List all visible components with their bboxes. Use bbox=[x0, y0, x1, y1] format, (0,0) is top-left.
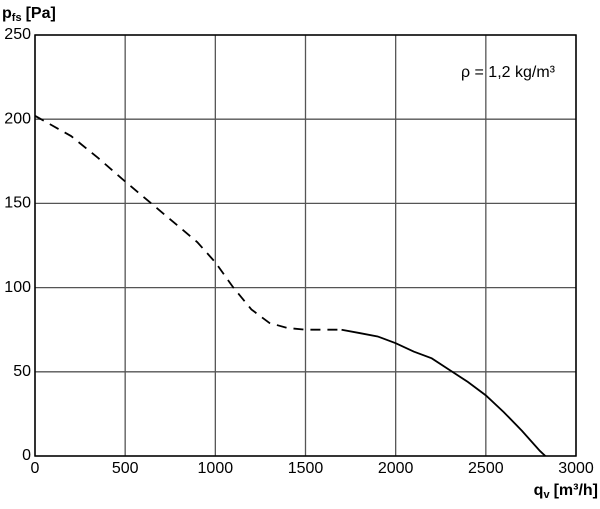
x-label-main: q bbox=[534, 482, 544, 499]
x-tick-label: 500 bbox=[112, 460, 139, 477]
curve bbox=[34, 115, 342, 331]
plot-frame bbox=[34, 34, 577, 457]
x-tick-label: 2500 bbox=[468, 460, 504, 477]
y-tick-label: 200 bbox=[4, 110, 31, 127]
x-tick-label: 3000 bbox=[558, 460, 594, 477]
annotation: ρ = 1,2 kg/m³ bbox=[461, 64, 556, 81]
x-label-sub: v bbox=[543, 489, 550, 501]
y-axis-label: pfs [Pa] bbox=[2, 5, 56, 24]
y-label-sub: fs bbox=[12, 12, 22, 24]
x-tick-label: 2000 bbox=[378, 460, 414, 477]
y-tick-label: 250 bbox=[4, 26, 31, 43]
curve bbox=[341, 328, 546, 457]
x-tick-label: 1500 bbox=[288, 460, 324, 477]
y-tick-label: 100 bbox=[4, 279, 31, 296]
y-tick-label: 150 bbox=[4, 195, 31, 212]
y-label-main: p bbox=[2, 5, 12, 22]
y-tick-label: 0 bbox=[22, 447, 31, 464]
y-tick-label: 50 bbox=[13, 363, 31, 380]
x-axis-label: qv [m³/h] bbox=[534, 482, 598, 501]
x-label-unit: [m³/h] bbox=[554, 482, 598, 499]
y-label-unit: [Pa] bbox=[26, 5, 56, 22]
x-tick-label: 0 bbox=[31, 460, 40, 477]
x-tick-label: 1000 bbox=[198, 460, 234, 477]
